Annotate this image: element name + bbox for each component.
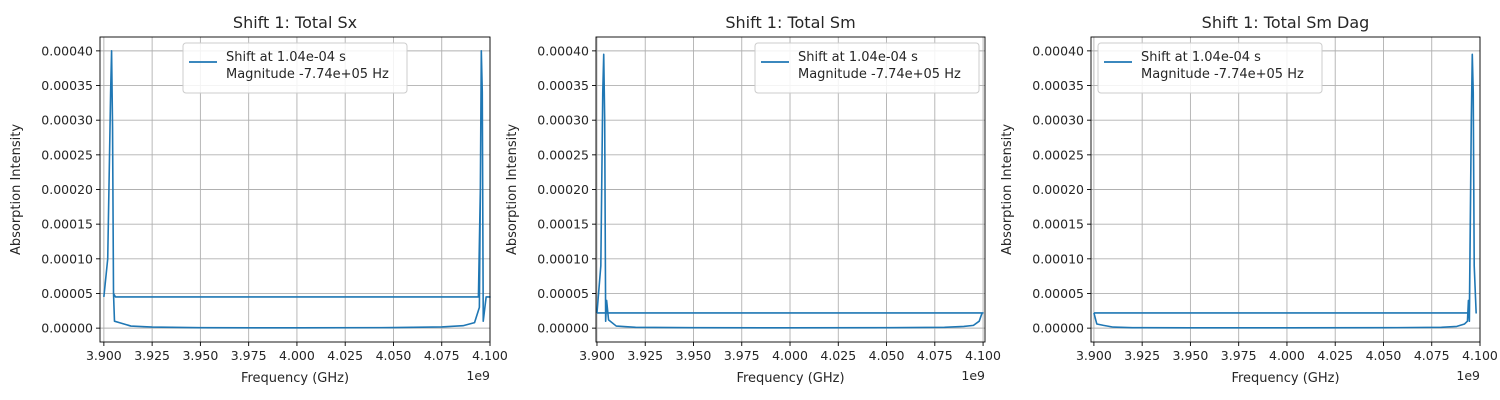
y-tick-label: 0.00020: [537, 182, 589, 197]
legend-label: Shift at 1.04e-04 s Magnitude -7.74e+05 H…: [226, 50, 389, 82]
x-tick-label: 4.000: [772, 348, 808, 363]
legend-box: [1097, 42, 1323, 94]
x-axis-label: Frequency (GHz): [1231, 371, 1339, 386]
x-tick-label: 4.075: [424, 348, 460, 363]
y-tick-label: 0.00020: [1032, 182, 1084, 197]
x-tick-label: 4.100: [965, 348, 1001, 363]
y-tick-label: 0.00025: [537, 147, 589, 162]
y-tick-label: 0.00035: [41, 78, 93, 93]
y-axis-label: Absorption Intensity: [1000, 124, 1015, 255]
y-tick-label: 0.00040: [41, 43, 93, 58]
x-tick-label: 4.050: [1366, 348, 1402, 363]
legend-box: [754, 42, 980, 94]
y-tick-label: 0.00000: [1032, 321, 1084, 336]
x-tick-label: 4.100: [1462, 348, 1498, 363]
legend: Shift at 1.04e-04 s Magnitude -7.74e+05 H…: [182, 42, 408, 94]
x-offset-label: 1e9: [466, 368, 490, 383]
x-offset-label: 1e9: [961, 368, 985, 383]
y-tick-label: 0.00030: [41, 113, 93, 128]
y-axis-label: Absorption Intensity: [9, 124, 24, 255]
x-axis-label: Frequency (GHz): [241, 371, 349, 386]
legend-label: Shift at 1.04e-04 s Magnitude -7.74e+05 H…: [1141, 50, 1304, 82]
x-tick-label: 3.900: [579, 348, 615, 363]
x-tick-label: 3.975: [231, 348, 267, 363]
x-axis-label: Frequency (GHz): [736, 371, 844, 386]
y-tick-label: 0.00015: [537, 217, 589, 232]
y-tick-label: 0.00040: [537, 43, 589, 58]
chart-title: Shift 1: Total Sx: [233, 13, 357, 32]
x-tick-label: 4.025: [1317, 348, 1353, 363]
x-offset-label: 1e9: [1456, 368, 1480, 383]
legend-box: [182, 42, 408, 94]
y-tick-label: 0.00035: [537, 78, 589, 93]
chart-title: Shift 1: Total Sm: [725, 13, 855, 32]
y-tick-label: 0.00010: [537, 251, 589, 266]
x-tick-label: 4.025: [820, 348, 856, 363]
y-tick-label: 0.00010: [1032, 251, 1084, 266]
chart-panel-2: 3.900 3.925 3.950 3.975 4.000 4.025 4.050 4.075…: [505, 13, 1001, 386]
series-line: [103, 50, 491, 329]
x-tick-label: 4.025: [327, 348, 363, 363]
chart-title: Shift 1: Total Sm Dag: [1202, 13, 1370, 32]
y-tick-label: 0.00030: [1032, 113, 1084, 128]
series-line: [596, 53, 984, 329]
y-tick-label: 0.00005: [1032, 286, 1084, 301]
y-tick-label: 0.00005: [537, 286, 589, 301]
x-tick-label: 3.975: [1221, 348, 1257, 363]
x-tick-label: 3.975: [724, 348, 760, 363]
x-tick-label: 3.950: [676, 348, 712, 363]
chart-panel-3: 3.900 3.925 3.950 3.975 4.000 4.025 4.050 4.075…: [1000, 13, 1498, 386]
x-tick-label: 4.000: [1269, 348, 1305, 363]
y-tick-label: 0.00025: [41, 147, 93, 162]
y-tick-label: 0.00000: [41, 321, 93, 336]
y-tick-label: 0.00020: [41, 182, 93, 197]
y-tick-label: 0.00035: [1032, 78, 1084, 93]
legend: Shift at 1.04e-04 s Magnitude -7.74e+05 H…: [754, 42, 980, 94]
y-axis-label: Absorption Intensity: [505, 124, 520, 255]
y-tick-label: 0.00015: [41, 217, 93, 232]
y-tick-label: 0.00005: [41, 286, 93, 301]
chart-panel-1: 3.900 3.925 3.950 3.975 4.000 4.025 4.050 4.075…: [9, 13, 508, 386]
x-tick-label: 3.925: [1124, 348, 1160, 363]
x-tick-label: 3.900: [86, 348, 122, 363]
x-tick-label: 4.075: [1414, 348, 1450, 363]
x-tick-label: 3.950: [1173, 348, 1209, 363]
y-tick-label: 0.00010: [41, 251, 93, 266]
x-tick-label: 4.075: [917, 348, 953, 363]
x-tick-label: 3.900: [1076, 348, 1112, 363]
y-tick-label: 0.00025: [1032, 147, 1084, 162]
x-tick-label: 4.100: [472, 348, 508, 363]
x-tick-label: 4.000: [279, 348, 315, 363]
legend: Shift at 1.04e-04 s Magnitude -7.74e+05 H…: [1097, 42, 1323, 94]
legend-label: Shift at 1.04e-04 s Magnitude -7.74e+05 H…: [798, 50, 961, 82]
y-tick-label: 0.00000: [537, 321, 589, 336]
y-tick-label: 0.00040: [1032, 43, 1084, 58]
x-tick-label: 4.050: [376, 348, 412, 363]
series-line: [1093, 53, 1477, 329]
x-tick-label: 3.925: [134, 348, 170, 363]
y-tick-label: 0.00030: [537, 113, 589, 128]
x-tick-label: 3.925: [627, 348, 663, 363]
x-tick-label: 3.950: [182, 348, 218, 363]
x-tick-label: 4.050: [869, 348, 905, 363]
y-tick-label: 0.00015: [1032, 217, 1084, 232]
